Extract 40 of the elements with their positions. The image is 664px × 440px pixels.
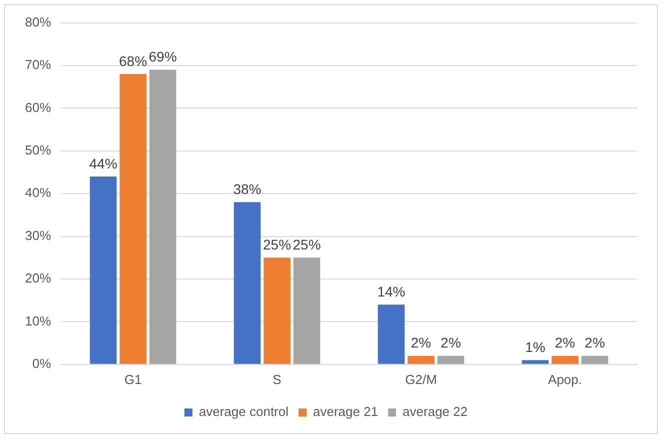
data-label: 14% (377, 283, 406, 300)
y-tick-label: 40% (24, 185, 52, 200)
bar (120, 74, 146, 364)
bar (293, 258, 320, 364)
y-tick-label: 30% (24, 228, 52, 243)
y-tick-label: 60% (24, 100, 52, 115)
bar (408, 356, 434, 364)
legend-label: average 22 (402, 404, 468, 420)
x-tick-label: Apop. (548, 372, 582, 387)
data-label: 1% (525, 338, 546, 355)
bar (581, 356, 608, 364)
x-tick-label: S (272, 372, 282, 387)
x-tick-label: G2/M (405, 372, 437, 387)
y-tick-label: 10% (24, 313, 52, 328)
data-label: 38% (233, 181, 262, 197)
data-label: 2% (410, 334, 432, 351)
bar (149, 70, 176, 364)
bar (437, 356, 464, 364)
bar (552, 356, 578, 364)
data-label: 2% (554, 334, 576, 351)
y-tick-label: 80% (24, 14, 52, 30)
bar (522, 360, 549, 364)
data-label: 25% (292, 236, 321, 253)
y-tick-label: 20% (24, 270, 52, 286)
bar (378, 304, 405, 364)
x-tick-label: G1 (124, 372, 142, 387)
data-label: 68% (119, 52, 148, 69)
bar (234, 202, 261, 364)
y-tick-label: 70% (24, 57, 52, 72)
data-label: 2% (440, 334, 461, 351)
legend-label: average 21 (313, 404, 378, 420)
legend-label: average control (198, 404, 289, 420)
y-tick-label: 0% (32, 356, 52, 371)
bar (264, 258, 290, 364)
data-label: 25% (262, 236, 292, 253)
data-label: 2% (584, 334, 605, 351)
y-tick-label: 50% (24, 142, 52, 158)
data-label: 44% (89, 155, 118, 172)
bar (90, 176, 117, 364)
data-label: 69% (148, 48, 177, 65)
